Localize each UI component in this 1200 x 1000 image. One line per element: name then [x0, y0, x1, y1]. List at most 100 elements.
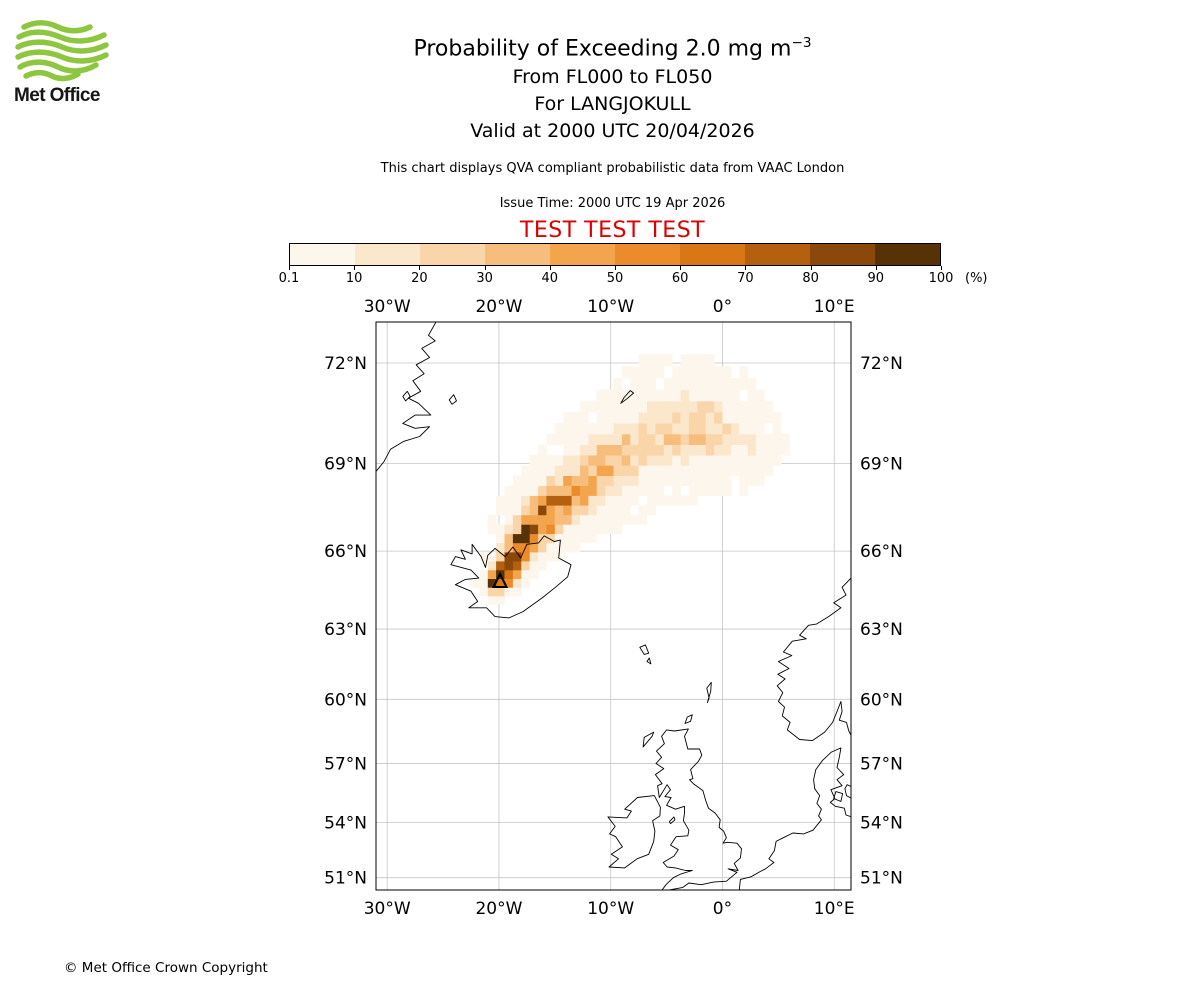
plume-cell — [504, 485, 514, 496]
plume-cell — [512, 542, 522, 553]
colorbar-tick-label: 0.1 — [278, 271, 300, 286]
plume-cell — [596, 475, 606, 486]
plume-cell — [672, 455, 681, 466]
plume-cell — [680, 495, 690, 506]
plume-cell — [739, 378, 748, 390]
plume-cell — [730, 389, 740, 402]
plume-cell — [747, 455, 757, 466]
plume-cell — [538, 514, 547, 525]
plume-cell — [596, 412, 606, 424]
lat-label-left: 69°N — [324, 455, 367, 475]
plume-cell — [705, 423, 715, 435]
plume-cell — [705, 366, 715, 379]
plume-cell — [613, 485, 623, 496]
lat-label-right: 57°N — [860, 754, 903, 774]
colorbar-tick-label: 50 — [606, 271, 624, 286]
plume-cell — [730, 465, 740, 476]
lat-label-right: 63°N — [860, 620, 903, 640]
plume-cell — [730, 455, 740, 466]
plume-cell — [504, 514, 514, 525]
plume-cell — [521, 578, 531, 588]
plume-cell — [596, 389, 606, 402]
plume-cell — [647, 475, 656, 486]
plume-cell — [756, 412, 765, 424]
plume-cell — [487, 587, 497, 597]
colorbar-tick-label: 70 — [737, 271, 754, 286]
plume-cell — [739, 433, 748, 445]
plume-cell — [756, 455, 765, 466]
plume-cell — [630, 455, 640, 466]
plume-cell — [714, 412, 723, 424]
plume-cell — [538, 455, 547, 466]
plume-cell — [730, 444, 740, 456]
plume-cell — [638, 366, 648, 379]
plume-cell — [571, 524, 581, 535]
plume-cell — [747, 475, 757, 486]
plume-cell — [546, 514, 556, 525]
plume-cell — [521, 485, 531, 496]
plume-cell — [529, 495, 539, 506]
plume-cell — [663, 423, 673, 435]
plume-cell — [688, 465, 698, 476]
plume-cell — [638, 400, 648, 413]
plume-cell — [596, 423, 606, 435]
plume-cell — [647, 423, 656, 435]
colorbar-tick — [289, 266, 290, 270]
plume-cell — [546, 465, 556, 476]
colorbar-tick — [419, 266, 421, 270]
plume-cell — [563, 465, 572, 476]
plume-cell — [739, 400, 748, 413]
plume-cell — [563, 455, 572, 466]
colorbar-tick — [484, 266, 486, 270]
plume-cell — [672, 366, 681, 379]
plume-cell — [705, 475, 715, 486]
plume-cell — [613, 505, 623, 516]
plume-cell — [672, 389, 681, 402]
plume-cell — [739, 465, 748, 476]
plume-cell — [630, 465, 640, 476]
plume-cell — [722, 423, 732, 435]
colorbar-tick-label: 20 — [411, 271, 428, 286]
plume-cell — [747, 444, 757, 456]
plume-cell — [580, 475, 589, 486]
plume-cell — [512, 505, 522, 516]
plume-cell — [655, 354, 665, 367]
test-banner: TEST TEST TEST — [519, 218, 706, 244]
plume-cell — [764, 465, 774, 476]
plume-cell — [529, 552, 539, 562]
plume-cell — [487, 552, 497, 562]
plume-cell — [554, 433, 564, 445]
plume-cell — [580, 412, 589, 424]
plume-cell — [487, 595, 497, 605]
plume-cell — [630, 514, 640, 525]
plume-cell — [479, 578, 489, 588]
plume-cell — [538, 485, 547, 496]
plume-cell — [722, 412, 732, 424]
plume-cell — [630, 475, 640, 486]
colorbar-tick-label: 40 — [541, 271, 559, 286]
plume-cell — [529, 505, 539, 516]
plume-cell — [638, 514, 648, 525]
plume-cell — [588, 514, 598, 525]
plume-cell — [663, 495, 673, 506]
coast-greenland-island-b — [448, 394, 457, 405]
plume-cell — [672, 423, 681, 435]
plume-cell — [613, 475, 623, 486]
colorbar-segment — [745, 244, 810, 265]
plume-cell — [705, 389, 715, 402]
plume-cell — [714, 475, 723, 486]
colorbar-labels: 0.1 10 20 30 40 50 60 70 80 90 100 — [279, 271, 954, 287]
plume-cell — [605, 444, 614, 456]
coast-shetland — [706, 681, 712, 704]
plume-cell — [647, 485, 656, 496]
plume-cell — [512, 475, 522, 486]
met-office-waves-icon — [15, 20, 109, 82]
plume-cell — [580, 400, 589, 413]
plume-cell — [563, 412, 572, 424]
plume-cell — [496, 552, 505, 562]
plume-cell — [630, 378, 640, 390]
plume-cell — [697, 433, 707, 445]
coast-iceland — [450, 535, 572, 619]
plume-cell — [521, 505, 531, 516]
